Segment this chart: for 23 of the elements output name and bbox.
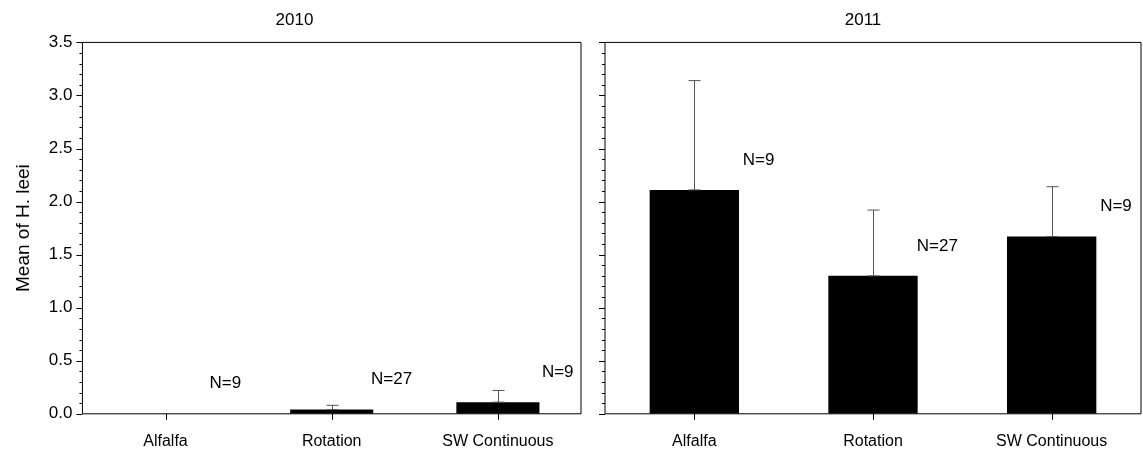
y-tick-label: 3.0 xyxy=(48,85,73,105)
y-tick-label: 0.5 xyxy=(48,350,73,370)
y-tick-label: 1.5 xyxy=(48,244,73,264)
chart-title: 2011 xyxy=(844,9,882,29)
y-tick-label: 0.0 xyxy=(48,403,73,423)
annotation: N=9 xyxy=(1100,196,1132,216)
x-tick-label: SW Continuous xyxy=(442,431,554,449)
x-tick-label: Rotation xyxy=(301,431,362,449)
annotation: N=9 xyxy=(742,149,775,169)
x-tick-label: Alfalfa xyxy=(143,431,188,449)
annotation: N=9 xyxy=(541,361,574,381)
x-tick-label: SW Continuous xyxy=(996,431,1108,449)
annotation: N=27 xyxy=(370,369,413,389)
y-tick-label: 3.5 xyxy=(48,32,73,52)
y-tick-label: 2.0 xyxy=(48,191,73,211)
annotation: N=9 xyxy=(209,373,242,393)
x-tick-label: Alfalfa xyxy=(672,431,717,449)
y-axis-title: Mean of H. leei xyxy=(11,164,33,292)
chart-title: 2010 xyxy=(275,9,314,29)
x-tick-label: Rotation xyxy=(843,431,903,449)
annotation: N=27 xyxy=(916,235,958,255)
y-tick-label: 2.5 xyxy=(48,138,73,158)
y-tick-label: 1.0 xyxy=(48,297,73,317)
